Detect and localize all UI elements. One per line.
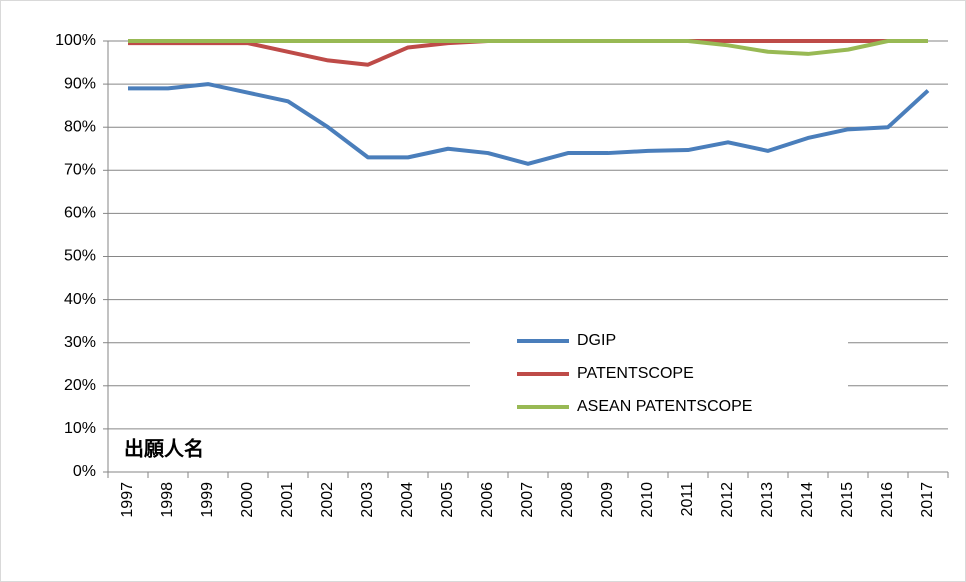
- x-tick-label: 1998: [159, 482, 176, 518]
- x-tick-label: 2004: [399, 482, 416, 518]
- y-tick-label: 70%: [64, 162, 96, 179]
- annotation: 出願人名: [124, 436, 204, 460]
- y-tick-label: 50%: [64, 248, 96, 265]
- series-line: [128, 82, 930, 166]
- legend-label: PATENTSCOPE: [577, 365, 694, 382]
- x-tick-label: 2009: [599, 482, 616, 518]
- y-tick-label: 10%: [64, 420, 96, 437]
- legend-label: ASEAN PATENTSCOPE: [577, 398, 752, 415]
- x-tick-label: 2011: [679, 482, 696, 517]
- y-tick-label: 80%: [64, 118, 96, 135]
- x-tick-label: 2015: [839, 482, 856, 518]
- x-tick-label: 2014: [799, 482, 816, 518]
- x-tick-label: 2001: [279, 482, 296, 518]
- series-line: [128, 39, 928, 56]
- y-tick-label: 20%: [64, 377, 96, 394]
- x-tick-label: 2007: [519, 482, 536, 518]
- x-tick-label: 2012: [719, 482, 736, 518]
- x-tick-label: 2000: [239, 482, 256, 518]
- x-tick-label: 2008: [559, 482, 576, 518]
- y-tick-label: 90%: [64, 75, 96, 92]
- x-tick-label: 2017: [919, 482, 936, 518]
- y-tick-label: 0%: [73, 463, 96, 480]
- x-tick-label: 2003: [359, 482, 376, 518]
- x-tick-label: 2010: [639, 482, 656, 518]
- x-tick-label: 2013: [759, 482, 776, 518]
- x-tick-label: 1999: [199, 482, 216, 518]
- legend-label: DGIP: [577, 332, 616, 349]
- x-tick-label: 2016: [879, 482, 896, 518]
- x-tick-label: 2005: [439, 482, 456, 518]
- x-tick-label: 2002: [319, 482, 336, 518]
- x-tick-label: 1997: [119, 482, 136, 518]
- y-tick-label: 60%: [64, 205, 96, 222]
- x-tick-label: 2006: [479, 482, 496, 518]
- y-tick-label: 100%: [55, 32, 96, 49]
- y-tick-label: 30%: [64, 334, 96, 351]
- y-tick-label: 40%: [64, 291, 96, 308]
